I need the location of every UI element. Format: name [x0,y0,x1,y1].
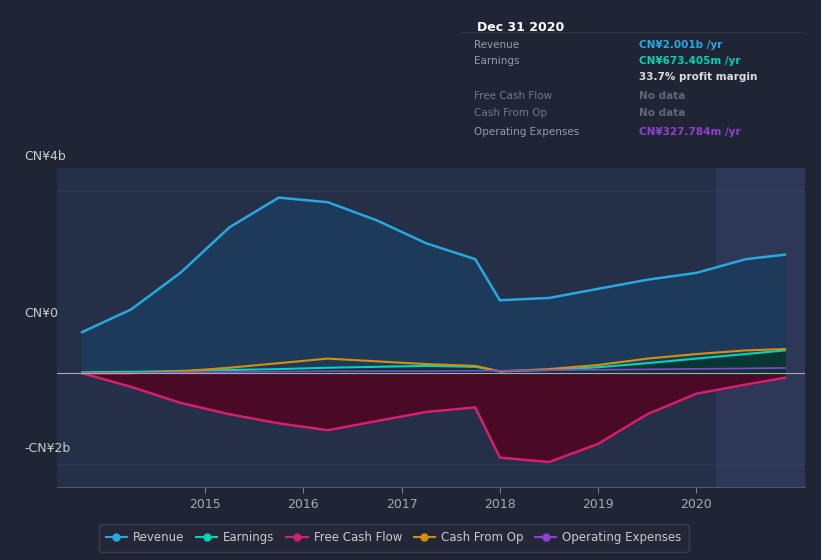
Text: No data: No data [639,108,686,118]
Text: Dec 31 2020: Dec 31 2020 [477,21,564,34]
Text: 33.7% profit margin: 33.7% profit margin [639,72,758,82]
Text: Earnings: Earnings [474,55,519,66]
Text: -CN¥2b: -CN¥2b [25,441,71,455]
Bar [716,168,805,487]
Text: Free Cash Flow: Free Cash Flow [474,91,552,101]
Legend: Revenue, Earnings, Free Cash Flow, Cash From Op, Operating Expenses: Revenue, Earnings, Free Cash Flow, Cash … [99,524,689,552]
Text: Cash From Op: Cash From Op [474,108,547,118]
Text: CN¥673.405m /yr: CN¥673.405m /yr [639,55,741,66]
Text: Operating Expenses: Operating Expenses [474,127,579,137]
Text: CN¥0: CN¥0 [25,307,58,320]
Text: CN¥4b: CN¥4b [25,150,67,164]
Text: No data: No data [639,91,686,101]
Text: CN¥327.784m /yr: CN¥327.784m /yr [639,127,741,137]
Text: Revenue: Revenue [474,40,519,50]
Text: CN¥2.001b /yr: CN¥2.001b /yr [639,40,722,50]
